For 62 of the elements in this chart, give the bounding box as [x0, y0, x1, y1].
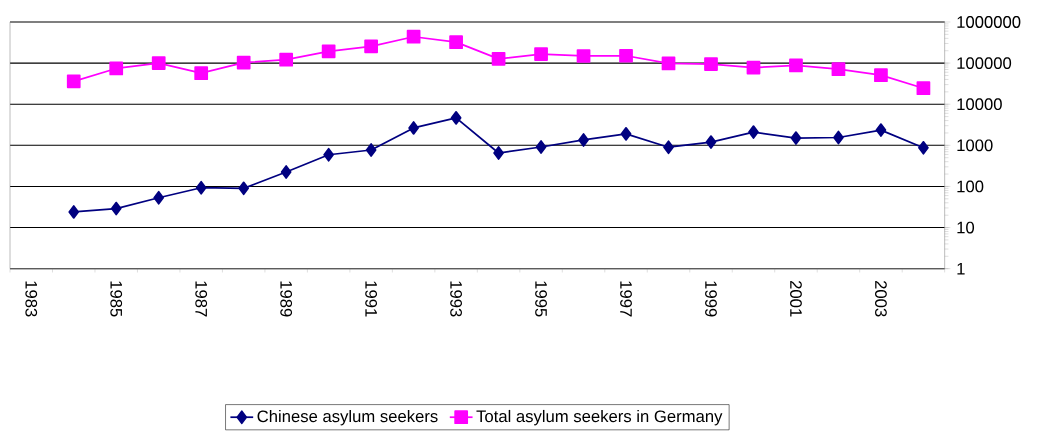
point: [110, 201, 122, 216]
point: [408, 121, 419, 135]
point: [365, 143, 377, 157]
point: [109, 61, 124, 76]
y-tick-label: 10: [957, 221, 975, 234]
point: [790, 131, 802, 145]
point: [279, 52, 294, 67]
x-tick-label: 1993: [450, 281, 462, 317]
y-tick-label: 100000: [957, 57, 1012, 70]
point: [364, 39, 378, 54]
point: [321, 44, 336, 59]
point: [704, 57, 718, 71]
point: [916, 81, 931, 96]
point: [151, 56, 166, 70]
point: [194, 66, 209, 81]
point: [620, 127, 632, 141]
x-tick-label: 1995: [535, 281, 547, 317]
point: [619, 48, 633, 63]
x-tick-label: 1983: [25, 281, 38, 317]
point: [534, 47, 548, 61]
point: [831, 62, 846, 77]
point: [748, 125, 759, 139]
point: [280, 165, 292, 179]
point: [66, 74, 81, 89]
point: [874, 68, 888, 82]
x-tick-label: 2001: [790, 281, 802, 317]
point: [406, 29, 421, 44]
x-tick-label: 1991: [365, 281, 378, 317]
y-tick-label: 1000000: [957, 16, 1021, 28]
x-tick-label: 1985: [110, 281, 123, 317]
point: [153, 190, 165, 205]
point: [663, 140, 674, 155]
point: [661, 56, 676, 71]
point: [236, 55, 251, 70]
point: [491, 51, 506, 66]
x-tick-label: 1997: [620, 281, 632, 317]
y-tick-label: 1: [957, 262, 965, 275]
point: [238, 181, 250, 196]
legend-label: Total asylum seekers in Germany: [476, 409, 723, 426]
point: [195, 180, 207, 195]
point: [493, 146, 504, 160]
x-tick-label: 1999: [705, 281, 717, 317]
point: [450, 111, 462, 125]
x-tick-label: 1987: [195, 281, 208, 317]
y-tick-label: 100: [957, 180, 984, 193]
point: [746, 60, 761, 75]
point: [449, 35, 463, 50]
point: [68, 205, 80, 219]
point: [918, 140, 929, 155]
y-tick-label: 1000: [957, 139, 993, 152]
legend-label: Chinese asylum seekers: [257, 409, 438, 426]
x-tick-label: 1989: [280, 281, 293, 317]
point: [833, 130, 844, 145]
point: [705, 135, 717, 149]
point: [323, 147, 335, 162]
point: [535, 140, 547, 154]
y-tick-label: 10000: [957, 98, 1002, 111]
point: [576, 49, 591, 63]
point: [578, 133, 589, 147]
x-tick-label: 2003: [875, 281, 887, 317]
point: [875, 123, 887, 137]
point: [789, 58, 803, 73]
